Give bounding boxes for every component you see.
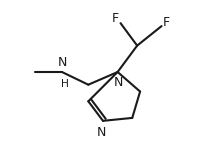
Text: N: N [57,56,66,69]
Text: F: F [162,16,169,29]
Text: F: F [112,12,119,25]
Text: N: N [113,76,123,89]
Text: N: N [96,126,105,139]
Text: H: H [61,79,68,89]
